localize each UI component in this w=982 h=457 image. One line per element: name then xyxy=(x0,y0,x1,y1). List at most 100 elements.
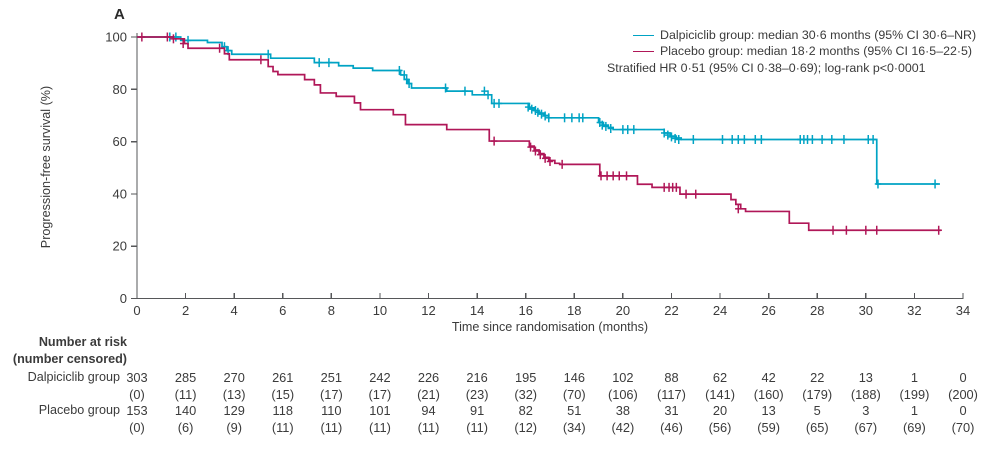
placebo-curve xyxy=(137,36,942,232)
censored-value: (12) xyxy=(514,419,538,435)
x-tick-label: 20 xyxy=(616,303,630,318)
censored-value: (188) xyxy=(850,386,881,402)
censored-value: (70) xyxy=(562,386,586,402)
risk-value: 94 xyxy=(421,403,436,418)
censored-value: (117) xyxy=(657,386,686,402)
risk-value: 31 xyxy=(664,403,679,418)
risk-value: 88 xyxy=(664,370,679,385)
censored-value: (11) xyxy=(271,419,294,435)
risk-value: 303 xyxy=(126,370,148,385)
risk-value: 101 xyxy=(369,403,391,418)
risk-value: 270 xyxy=(223,370,245,385)
risk-value: 0 xyxy=(959,370,967,385)
y-tick-label: 0 xyxy=(120,291,127,306)
risk-value: 13 xyxy=(858,370,873,385)
risk-value: 118 xyxy=(272,403,293,418)
censored-value: (69) xyxy=(903,419,926,435)
risk-value: 42 xyxy=(761,370,776,385)
legend: Dalpiciclib group: median 30·6 months (9… xyxy=(607,27,976,76)
x-tick-label: 16 xyxy=(518,303,532,318)
risk-value: 22 xyxy=(810,370,825,385)
censored-value: (106) xyxy=(607,386,638,402)
risk-value: 91 xyxy=(469,403,485,418)
x-tick-label: 14 xyxy=(470,303,484,318)
x-tick-label: 22 xyxy=(664,303,678,318)
dalpiciclib-line-swatch-icon xyxy=(633,34,654,36)
x-tick-label: 18 xyxy=(567,303,581,318)
risk-table-header: Number at risk xyxy=(38,335,127,349)
censored-value: (6) xyxy=(177,419,194,435)
risk-value: 153 xyxy=(126,403,148,418)
censored-value: (21) xyxy=(417,386,440,402)
risk-value: 146 xyxy=(563,370,585,385)
censored-value: (17) xyxy=(368,386,392,402)
risk-value: 51 xyxy=(567,403,582,418)
y-tick-label: 100 xyxy=(105,30,127,45)
x-tick-label: 26 xyxy=(761,303,775,318)
risk-value: 129 xyxy=(223,403,245,418)
x-tick-label: 34 xyxy=(956,303,970,318)
risk-value: 242 xyxy=(369,370,391,385)
risk-value: 3 xyxy=(862,403,870,418)
risk-value: 226 xyxy=(417,370,440,385)
risk-value: 1 xyxy=(910,370,918,385)
censored-value: (160) xyxy=(753,386,784,402)
risk-value: 102 xyxy=(612,370,634,385)
censored-value: (67) xyxy=(854,419,878,435)
censored-value: (32) xyxy=(514,386,538,402)
censored-value: (11) xyxy=(466,419,489,435)
censored-value: (42) xyxy=(611,419,635,435)
censored-value: (0) xyxy=(129,419,145,435)
censored-value: (11) xyxy=(174,386,197,402)
censored-value: (59) xyxy=(757,419,781,435)
risk-value: 261 xyxy=(272,370,294,385)
censored-value: (141) xyxy=(705,386,735,402)
x-tick-label: 32 xyxy=(907,303,921,318)
x-tick-label: 10 xyxy=(373,303,387,318)
y-tick-label: 40 xyxy=(113,186,127,201)
risk-value: 1 xyxy=(910,403,918,418)
censored-value: (13) xyxy=(222,386,246,402)
censored-value: (9) xyxy=(226,419,242,435)
risk-row-label: Placebo group xyxy=(38,403,120,417)
risk-value: 0 xyxy=(959,403,967,418)
legend-entry-placebo: Placebo group: median 18·2 months (95% C… xyxy=(607,43,976,59)
risk-value: 195 xyxy=(515,370,537,385)
risk-table-subheader: (number censored) xyxy=(12,351,127,366)
x-tick-label: 12 xyxy=(421,303,435,318)
censored-value: (15) xyxy=(271,386,295,402)
y-tick-label: 60 xyxy=(113,134,127,149)
legend-entry-label: Placebo group: median 18·2 months (95% C… xyxy=(660,44,973,59)
legend-note: Stratified HR 0·51 (95% CI 0·38–0·69); l… xyxy=(607,60,976,76)
x-tick-label: 4 xyxy=(231,303,238,318)
legend-entry-dalpiciclib: Dalpiciclib group: median 30·6 months (9… xyxy=(607,27,976,43)
risk-row-label: Dalpiciclib group xyxy=(27,370,120,384)
risk-value: 5 xyxy=(813,403,821,418)
censored-value: (46) xyxy=(660,419,683,435)
x-axis-label: Time since randomisation (months) xyxy=(451,320,649,334)
censored-value: (11) xyxy=(320,419,343,435)
x-tick-label: 24 xyxy=(713,303,727,318)
risk-value: 20 xyxy=(712,403,728,418)
risk-value: 82 xyxy=(518,403,533,418)
panel-label: A xyxy=(114,6,125,23)
risk-value: 110 xyxy=(321,403,342,418)
risk-value: 38 xyxy=(615,403,630,418)
censored-value: (65) xyxy=(805,419,829,435)
censored-value: (11) xyxy=(417,419,440,435)
y-tick-label: 20 xyxy=(113,239,127,254)
x-tick-label: 2 xyxy=(182,303,189,318)
censored-value: (56) xyxy=(708,419,732,435)
x-tick-label: 30 xyxy=(859,303,873,318)
risk-value: 285 xyxy=(174,370,197,385)
x-tick-label: 0 xyxy=(133,303,140,318)
risk-value: 216 xyxy=(466,370,488,385)
x-tick-label: 28 xyxy=(810,303,824,318)
hazard-ratio-note: Stratified HR 0·51 (95% CI 0·38–0·69); l… xyxy=(607,60,926,75)
placebo-line-swatch-icon xyxy=(633,51,654,53)
censored-value: (34) xyxy=(562,419,586,435)
risk-value: 13 xyxy=(761,403,776,418)
x-tick-label: 8 xyxy=(328,303,335,318)
